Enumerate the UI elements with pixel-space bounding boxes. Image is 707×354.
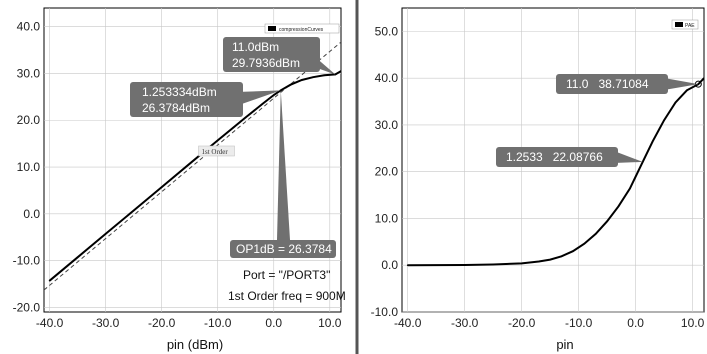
data-point <box>76 256 79 259</box>
data-point <box>697 83 700 86</box>
y-tick-label: 50.0 <box>375 24 399 38</box>
ticks-right: -40.0 -30.0 -20.0 -10.0 0.0 10.0 -10.0 0.0 10.0 2… <box>371 24 705 330</box>
x-tick-label: -40.0 <box>36 316 64 330</box>
data-point <box>340 70 341 72</box>
data-point <box>323 74 325 77</box>
series-points-left <box>48 70 341 282</box>
info-port: Port = "/PORT3" <box>243 268 330 282</box>
data-point <box>48 279 51 282</box>
x-tick-label: -10.0 <box>565 316 593 330</box>
x-tick-label: 10.0 <box>681 316 705 330</box>
data-point <box>132 209 135 212</box>
data-point <box>272 94 275 96</box>
x-tick-label: 10.0 <box>318 316 342 330</box>
x-tick-label: -20.0 <box>508 316 536 330</box>
callout-pae-12533: 1.2533 22.08766 <box>496 147 643 167</box>
data-point <box>406 264 409 267</box>
data-point <box>279 89 282 92</box>
y-tick-label: 0.0 <box>23 207 40 221</box>
y-tick-label: 20.0 <box>375 165 399 179</box>
x-tick-label: 0.0 <box>627 316 644 330</box>
y-tick-label: -20.0 <box>13 300 41 314</box>
data-point <box>583 242 586 245</box>
data-point <box>244 116 247 119</box>
legend-swatch-compression-curves <box>268 26 276 31</box>
callout-11dbm-line1: 11.0dBm <box>232 40 279 54</box>
data-point <box>594 233 597 235</box>
data-point <box>663 119 665 122</box>
data-point <box>641 161 644 163</box>
y-tick-label: 30.0 <box>375 118 399 132</box>
grid-left <box>44 8 341 312</box>
callout-pae-12533-text: 1.2533 22.08766 <box>506 150 603 164</box>
legend-label-compression-curves: compressionCurves <box>279 27 324 33</box>
y-tick-label: -10.0 <box>371 305 399 319</box>
callout-1253334dbm-line1: 1.253334dBm <box>142 85 217 99</box>
callout-11dbm: 11.0dBm 29.7936dBm <box>223 37 336 75</box>
callout-pae-11: 11.0 38.71084 <box>556 74 699 94</box>
data-point <box>560 255 563 258</box>
data-point <box>572 250 574 252</box>
y-tick-label: 10.0 <box>17 160 41 174</box>
data-point <box>606 220 608 223</box>
compression-chart: -40.0 -30.0 -20.0 -10.0 0.0 10.0 -20.0 -10.0 0.0… <box>13 7 346 352</box>
callout-op1db-text: OP1dB = 26.3784 <box>236 242 332 256</box>
x-tick-label: -30.0 <box>451 316 479 330</box>
marker-label-first-order: 1st Order <box>198 145 235 157</box>
y-tick-label: 10.0 <box>375 211 399 225</box>
x-tick-label: -20.0 <box>148 316 176 330</box>
data-point <box>674 101 677 104</box>
series-line-pae <box>407 77 704 267</box>
data-point <box>686 89 688 92</box>
y-tick-label: -10.0 <box>13 254 41 268</box>
data-point <box>160 186 163 188</box>
callout-1253334dbm-line2: 26.3784dBm <box>142 101 210 115</box>
data-point <box>617 205 620 208</box>
data-point <box>216 139 219 142</box>
series-points-right <box>406 77 704 267</box>
data-point <box>549 258 551 261</box>
x-tick-label: -40.0 <box>394 316 422 330</box>
data-point <box>289 83 292 86</box>
x-tick-label: -30.0 <box>92 316 120 330</box>
y-tick-label: 20.0 <box>17 113 41 127</box>
data-point <box>104 233 107 235</box>
legend-left: compressionCurves <box>264 23 340 34</box>
y-tick-label: 40.0 <box>375 71 399 85</box>
svg-text:1st Order: 1st Order <box>202 148 229 156</box>
x-tick-label: 0.0 <box>265 316 282 330</box>
x-tick-label: -10.0 <box>204 316 232 330</box>
pae-chart: -40.0 -30.0 -20.0 -10.0 0.0 10.0 -10.0 0.0 10.0 2… <box>371 7 705 352</box>
data-point <box>300 79 303 81</box>
y-tick-label: 30.0 <box>17 66 41 80</box>
data-point <box>651 140 654 143</box>
data-point <box>492 263 494 266</box>
x-axis-label-right: pin <box>556 337 573 352</box>
data-point <box>312 76 314 79</box>
callout-1253334dbm: 1.253334dBm 26.3784dBm <box>130 82 281 117</box>
info-freq: 1st Order freq = 900M <box>228 289 346 303</box>
data-point <box>261 103 264 105</box>
y-tick-label: 0.0 <box>381 258 398 272</box>
data-point <box>334 73 337 76</box>
y-tick-label: 40.0 <box>17 20 41 34</box>
legend-right: PAE <box>671 19 699 30</box>
x-axis-label-left: pin (dBm) <box>167 337 223 352</box>
callout-11dbm-line2: 29.7936dBm <box>232 56 300 70</box>
data-point <box>629 187 631 190</box>
data-point <box>463 264 466 266</box>
legend-label-pae: PAE <box>685 23 695 29</box>
data-point <box>703 77 704 79</box>
legend-swatch-pae <box>675 22 683 27</box>
data-point <box>188 162 191 165</box>
data-point <box>520 262 523 265</box>
callout-pae-11-text: 11.0 38.71084 <box>566 77 649 91</box>
ticks-left: -40.0 -30.0 -20.0 -10.0 0.0 10.0 -20.0 -10.0 0.0… <box>13 20 342 330</box>
callout-op1db: OP1dB = 26.3784 <box>230 90 336 258</box>
data-point <box>537 260 540 263</box>
